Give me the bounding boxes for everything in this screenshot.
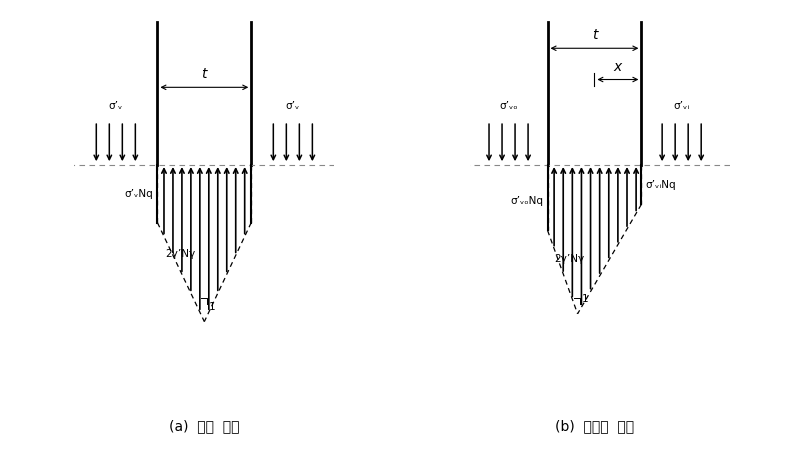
Text: σ’ᵥₒ: σ’ᵥₒ — [499, 101, 517, 111]
Text: 1: 1 — [209, 302, 215, 312]
Text: σ’ᵥₒNq: σ’ᵥₒNq — [510, 196, 543, 206]
Text: σ’ᵥᵢNq: σ’ᵥᵢNq — [645, 180, 675, 190]
Text: t: t — [202, 67, 207, 81]
Text: 2γ’Nγ: 2γ’Nγ — [165, 249, 195, 259]
Text: σ’ᵥNq: σ’ᵥNq — [124, 189, 153, 199]
Text: (a)  대칭  분포: (a) 대칭 분포 — [169, 419, 239, 433]
Text: 2γ’Nγ: 2γ’Nγ — [553, 254, 584, 264]
Text: σ’ᵥᵢ: σ’ᵥᵢ — [673, 101, 689, 111]
Text: t: t — [591, 28, 597, 42]
Text: σ’ᵥ: σ’ᵥ — [285, 101, 300, 111]
Text: x: x — [613, 60, 622, 74]
Text: 1: 1 — [581, 295, 588, 304]
Text: (b)  비대칭  분포: (b) 비대칭 분포 — [554, 419, 634, 433]
Text: σ’ᵥ: σ’ᵥ — [108, 101, 123, 111]
